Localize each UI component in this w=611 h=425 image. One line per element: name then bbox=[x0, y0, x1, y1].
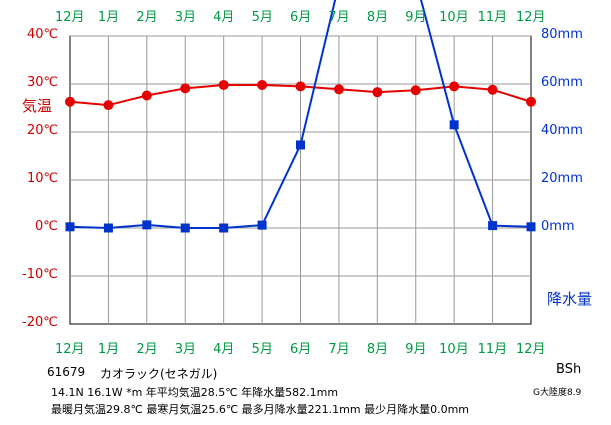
temperature-tick-label: 30℃ bbox=[27, 75, 59, 90]
precipitation-point bbox=[65, 222, 75, 232]
month-label-top: 3月 bbox=[174, 10, 197, 25]
precipitation-tick-label: 60mm bbox=[541, 75, 583, 90]
temperature-point bbox=[333, 84, 344, 95]
precipitation-point bbox=[103, 223, 113, 233]
temperature-point bbox=[180, 83, 191, 94]
precipitation-tick-label: 20mm bbox=[541, 171, 583, 186]
temperature-point bbox=[65, 96, 75, 107]
temperature-series bbox=[65, 79, 536, 111]
precipitation-tick-label: 40mm bbox=[541, 123, 583, 138]
temperature-point bbox=[257, 79, 268, 90]
station-name: カオラック(セネガル) bbox=[100, 367, 218, 381]
station-info-line1: 14.1N 16.1W *m 年平均気温28.5℃ 年降水量582.1mm bbox=[51, 386, 339, 399]
month-label-top: 11月 bbox=[477, 10, 508, 25]
month-label-top: 1月 bbox=[97, 10, 120, 25]
temperature-point bbox=[218, 79, 229, 90]
temperature-point bbox=[295, 81, 306, 92]
month-label-top: 5月 bbox=[251, 10, 273, 25]
month-label-bottom: 6月 bbox=[290, 342, 312, 357]
month-label-bottom: 9月 bbox=[405, 342, 427, 357]
temperature-point bbox=[372, 87, 383, 98]
temperature-tick-label: 40℃ bbox=[27, 27, 59, 42]
precipitation-point bbox=[488, 221, 498, 231]
month-label-bottom: 12月 bbox=[516, 342, 546, 357]
precipitation-series bbox=[65, 0, 536, 233]
precipitation-point bbox=[449, 120, 459, 130]
station-info-line2: 最暖月気温29.8℃ 最寒月気温25.6℃ 最多月降水量221.1mm 最少月降… bbox=[51, 403, 470, 416]
precipitation-point bbox=[526, 222, 536, 232]
month-label-bottom: 3月 bbox=[174, 342, 197, 357]
chart-grid bbox=[69, 35, 532, 325]
precipitation-tick-label: 0mm bbox=[541, 219, 575, 234]
temperature-tick-label: 0℃ bbox=[35, 219, 58, 234]
month-label-bottom: 10月 bbox=[439, 342, 469, 357]
month-label-top: 6月 bbox=[290, 10, 312, 25]
month-label-top: 8月 bbox=[366, 10, 389, 25]
precipitation-tick-label: 80mm bbox=[541, 27, 583, 42]
precipitation-point bbox=[296, 140, 305, 150]
month-label-bottom: 2月 bbox=[136, 342, 158, 357]
month-label-bottom: 7月 bbox=[328, 342, 350, 357]
month-label-top: 12月 bbox=[55, 10, 85, 25]
precipitation-point bbox=[142, 220, 152, 230]
temperature-tick-label: 20℃ bbox=[27, 123, 59, 138]
continentality: G大陸度8.9 bbox=[533, 388, 582, 398]
temperature-point bbox=[103, 100, 114, 111]
month-label-bottom: 4月 bbox=[213, 342, 235, 357]
temperature-tick-label: -20℃ bbox=[22, 315, 58, 330]
precipitation-point bbox=[257, 220, 267, 230]
month-label-bottom: 11月 bbox=[477, 342, 508, 357]
month-label-top: 2月 bbox=[136, 10, 158, 25]
month-label-top: 9月 bbox=[405, 10, 427, 25]
month-label-bottom: 5月 bbox=[251, 342, 273, 357]
climate-class: BSh bbox=[556, 362, 582, 377]
month-label-top: 7月 bbox=[328, 10, 350, 25]
month-label-top: 12月 bbox=[516, 10, 546, 25]
month-label-bottom: 12月 bbox=[55, 342, 85, 357]
month-label-bottom: 1月 bbox=[97, 342, 120, 357]
temperature-point bbox=[141, 90, 152, 101]
precipitation-point bbox=[219, 223, 229, 233]
precipitation-point bbox=[180, 223, 190, 233]
temperature-axis-title: 気温 bbox=[22, 97, 53, 115]
temperature-point bbox=[487, 84, 498, 95]
precipitation-axis-title: 降水量 bbox=[547, 290, 593, 308]
month-label-top: 10月 bbox=[439, 10, 469, 25]
month-label-top: 4月 bbox=[213, 10, 235, 25]
temperature-point bbox=[526, 96, 536, 107]
temperature-point bbox=[410, 85, 421, 96]
temperature-tick-label: 10℃ bbox=[27, 171, 59, 186]
month-label-bottom: 8月 bbox=[366, 342, 389, 357]
temperature-point bbox=[449, 81, 460, 92]
station-id: 61679 bbox=[47, 365, 86, 379]
temperature-tick-label: -10℃ bbox=[22, 267, 58, 282]
